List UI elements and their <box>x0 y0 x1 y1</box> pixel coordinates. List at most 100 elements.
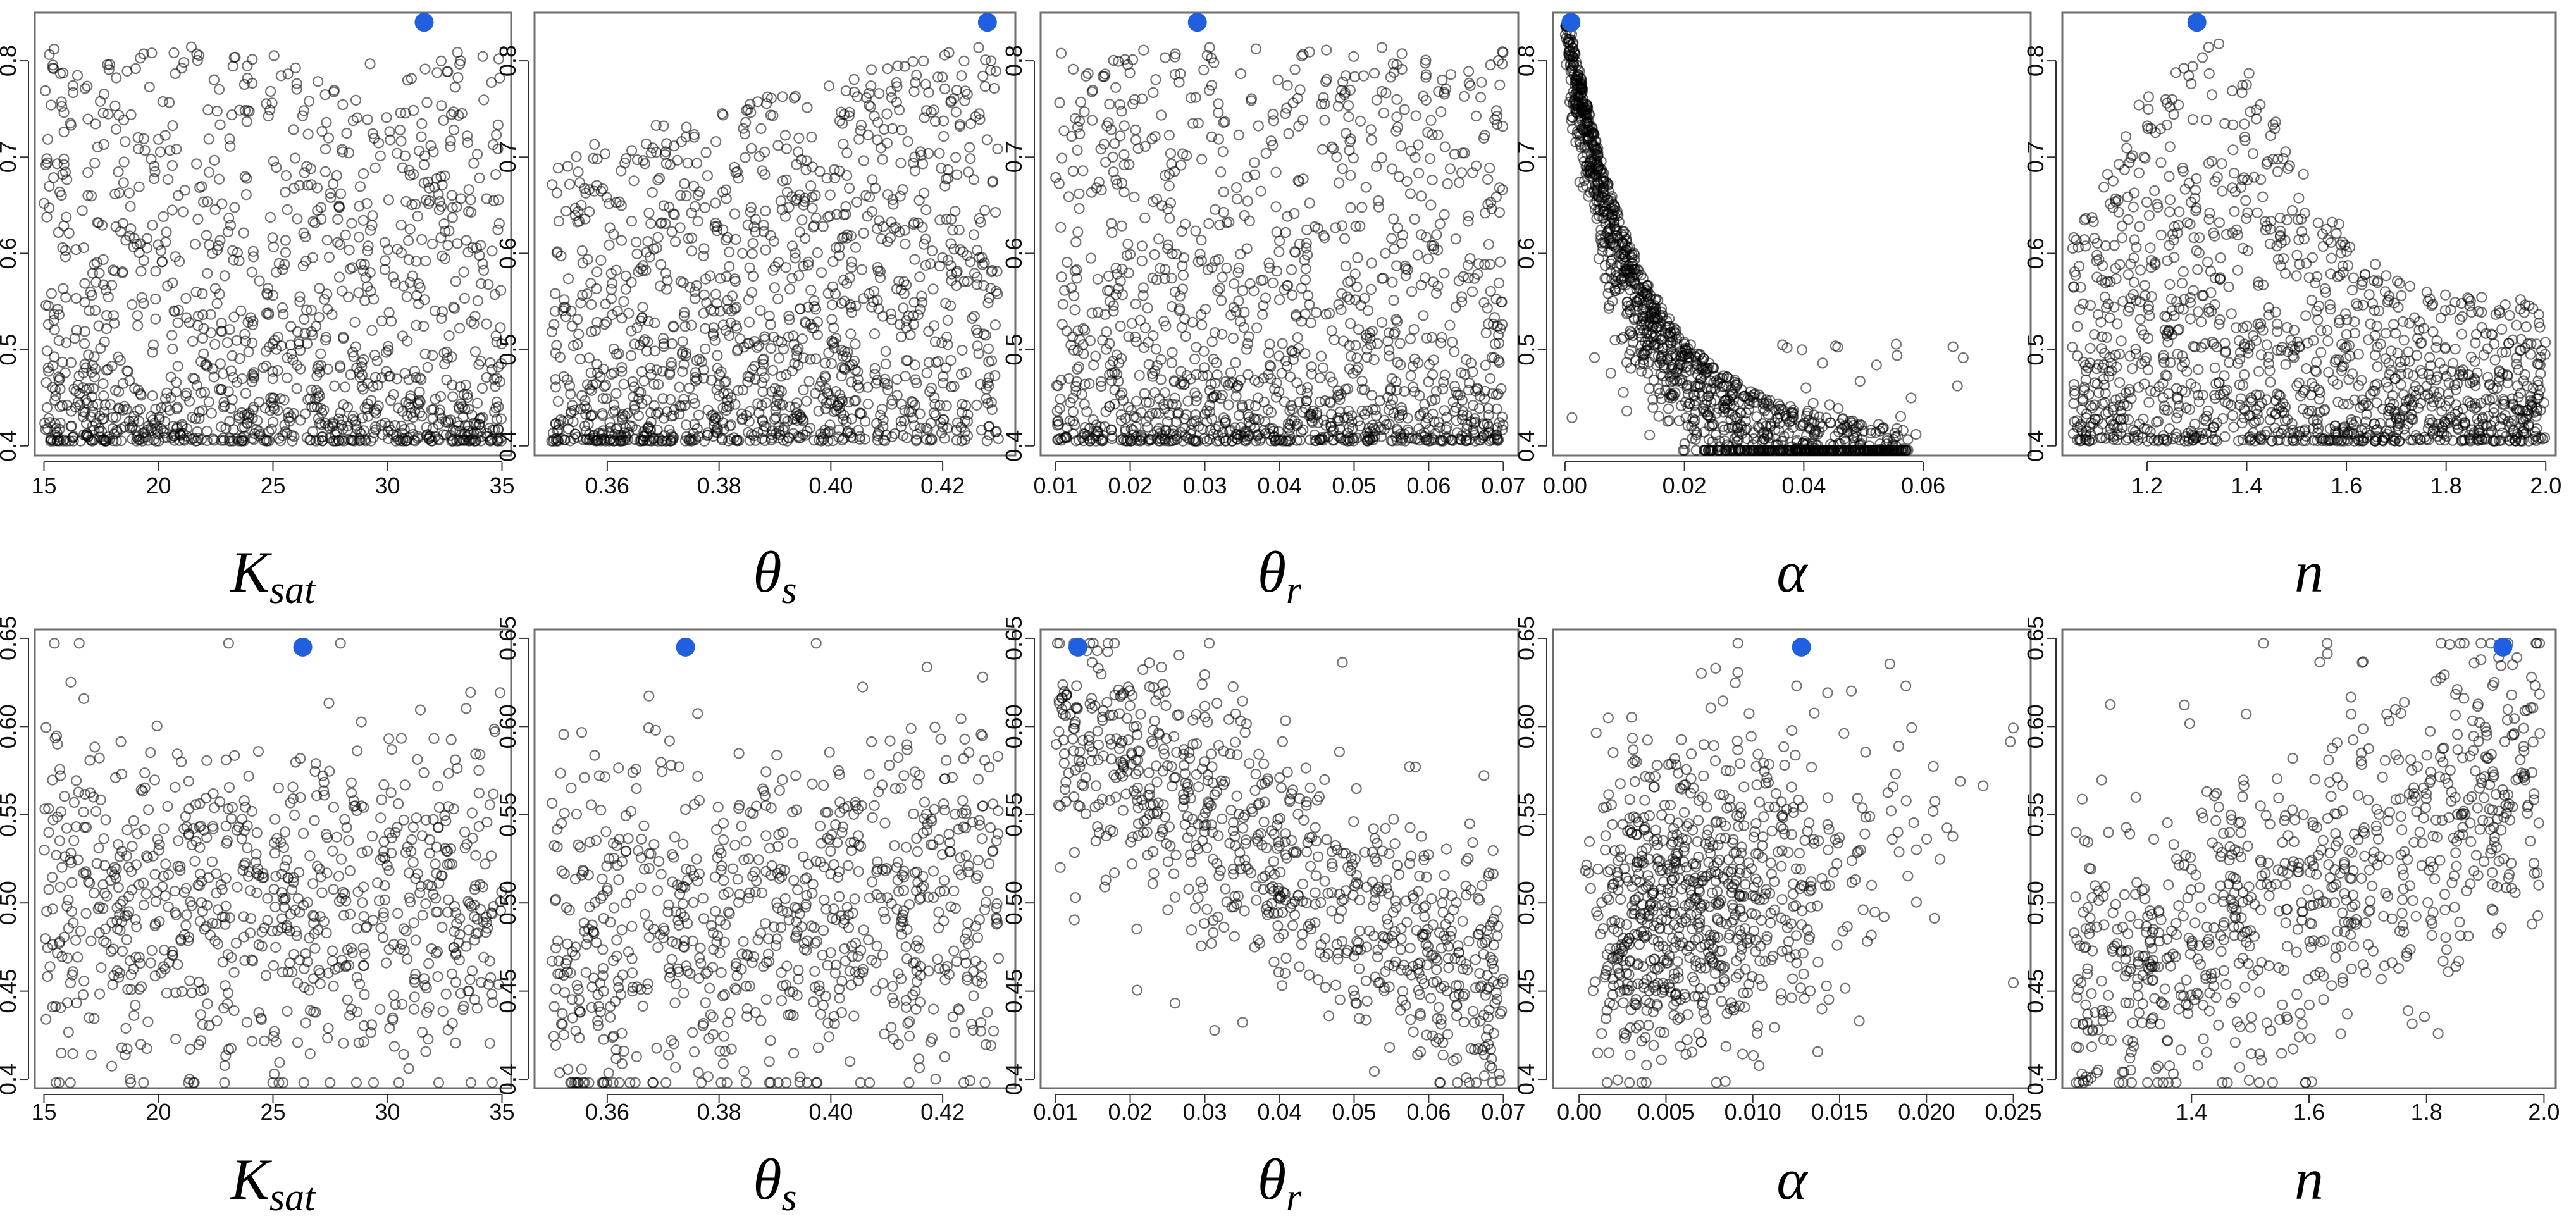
data-point <box>858 155 870 166</box>
data-point <box>1475 92 1487 103</box>
data-point <box>380 255 391 266</box>
data-point <box>340 229 351 240</box>
data-point <box>1163 180 1175 192</box>
data-point <box>94 268 105 279</box>
data-point <box>1291 377 1303 388</box>
data-point <box>357 214 369 226</box>
data-point <box>313 76 324 87</box>
data-point <box>796 333 808 345</box>
data-point <box>342 291 354 302</box>
data-point <box>882 63 893 75</box>
data-point <box>266 97 278 109</box>
data-point <box>165 392 176 404</box>
data-point <box>1237 285 1249 297</box>
x-tick-label: 0.01 <box>1034 473 1078 499</box>
data-point <box>115 226 127 237</box>
data-point <box>395 107 406 119</box>
data-point <box>306 304 317 316</box>
data-point <box>1463 216 1474 227</box>
data-point <box>227 245 238 256</box>
data-point <box>977 70 989 82</box>
data-point <box>1401 176 1413 187</box>
data-point <box>383 344 394 356</box>
data-point <box>1217 271 1228 283</box>
data-point <box>1177 270 1189 281</box>
data-point <box>1394 338 1406 349</box>
data-point <box>1118 149 1130 160</box>
data-point <box>302 180 313 191</box>
data-point <box>409 366 421 377</box>
data-point <box>120 136 131 147</box>
data-point <box>416 234 428 245</box>
data-point <box>1485 373 1496 384</box>
data-point <box>981 134 993 146</box>
data-point <box>367 210 378 221</box>
data-point <box>973 42 984 53</box>
data-point <box>469 346 481 357</box>
data-point <box>826 299 838 311</box>
data-point <box>576 245 588 257</box>
data-point <box>492 119 504 130</box>
data-point <box>452 238 463 249</box>
data-point <box>1372 338 1383 350</box>
data-point <box>1055 221 1067 233</box>
data-point <box>1273 235 1285 247</box>
data-point <box>40 376 52 388</box>
data-point <box>319 294 330 305</box>
x-tick-label: 0.36 <box>585 473 629 499</box>
data-point <box>981 435 993 447</box>
data-point <box>468 158 480 169</box>
data-point <box>1104 99 1115 110</box>
data-point <box>282 372 293 383</box>
data-point <box>1424 153 1436 164</box>
data-point <box>58 127 70 138</box>
data-point <box>319 144 331 155</box>
data-point <box>900 371 911 382</box>
data-point <box>1142 302 1153 314</box>
data-point <box>42 423 53 435</box>
data-point <box>475 356 486 367</box>
data-point <box>312 205 323 216</box>
data-point <box>356 258 367 270</box>
data-point <box>282 68 294 80</box>
data-point <box>201 425 213 437</box>
data-point <box>1130 134 1142 146</box>
data-point <box>418 159 430 171</box>
data-point <box>1161 416 1173 428</box>
data-point <box>449 82 461 93</box>
data-point <box>1244 215 1255 226</box>
data-point <box>110 123 122 135</box>
data-point <box>438 218 450 230</box>
data-point <box>111 435 122 447</box>
data-point <box>171 376 182 388</box>
data-point <box>1074 188 1085 199</box>
data-point <box>963 142 975 153</box>
data-point <box>1337 163 1348 175</box>
data-point <box>332 214 344 225</box>
data-point <box>348 350 359 363</box>
data-point <box>1074 203 1085 214</box>
x-tick-label: 0.02 <box>1108 473 1153 499</box>
data-point <box>1110 263 1122 274</box>
data-point <box>343 147 355 159</box>
data-point <box>1480 359 1491 371</box>
data-point <box>604 239 615 251</box>
data-point <box>471 149 483 160</box>
data-point <box>877 154 888 165</box>
data-point <box>313 360 324 371</box>
data-point <box>425 140 437 151</box>
data-point <box>341 128 352 139</box>
data-point <box>672 154 683 166</box>
data-point <box>419 348 431 360</box>
data-point <box>1187 316 1198 328</box>
data-point <box>1473 258 1484 270</box>
data-point <box>688 180 700 192</box>
data-point <box>280 187 291 198</box>
data-point <box>354 181 366 192</box>
data-point <box>1405 370 1416 381</box>
data-point <box>1072 144 1083 156</box>
data-point <box>491 336 502 348</box>
data-point <box>1330 222 1341 233</box>
data-point <box>942 314 953 326</box>
